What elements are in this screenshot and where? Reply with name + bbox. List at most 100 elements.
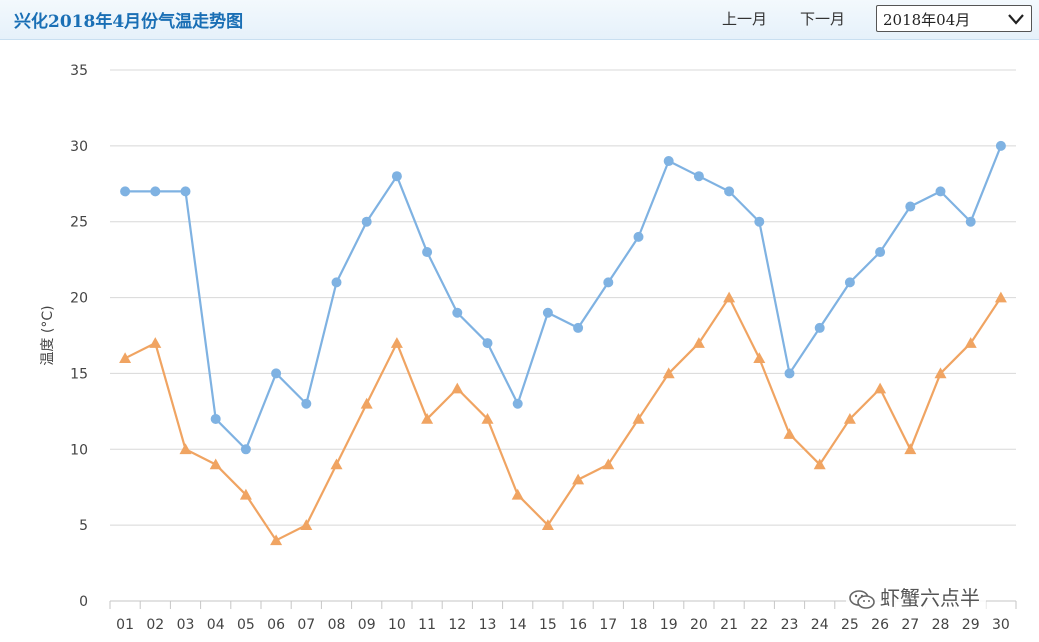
series-1-point <box>633 231 644 242</box>
series-line-1 <box>125 145 1002 451</box>
y-tick-label: 15 <box>70 366 88 382</box>
x-tick-label: 30 <box>992 617 1010 633</box>
y-tick-label: 5 <box>79 518 88 534</box>
y-tick-label: 10 <box>70 442 88 458</box>
x-tick-label: 12 <box>448 617 466 633</box>
series-1-point <box>844 277 855 288</box>
x-tick-label: 25 <box>841 617 859 633</box>
series-2-point <box>572 473 585 485</box>
series-2-point <box>783 428 796 439</box>
chevron-down-icon <box>1008 14 1024 25</box>
series-1-point <box>603 277 614 288</box>
series-1-point <box>271 368 282 379</box>
x-tick-label: 27 <box>901 617 919 633</box>
series-2-point <box>239 488 252 500</box>
series-2-point <box>149 337 162 348</box>
series-1-point <box>361 216 372 227</box>
series-1-point <box>754 216 765 227</box>
wechat-icon <box>849 589 875 609</box>
series-2-point <box>753 352 766 364</box>
x-tick-label: 16 <box>569 617 587 633</box>
watermark: 虾蟹六点半 <box>846 584 986 612</box>
series-2-point <box>421 412 434 424</box>
series-1-point <box>482 338 493 349</box>
series-1-point <box>542 307 553 318</box>
x-tick-label: 19 <box>660 617 678 633</box>
series-1-point <box>784 368 795 379</box>
x-tick-label: 14 <box>509 617 527 633</box>
x-tick-label: 15 <box>539 617 557 633</box>
series-1-point <box>573 322 584 333</box>
series-2-point <box>119 352 132 364</box>
watermark-text: 虾蟹六点半 <box>880 586 980 610</box>
series-1-point <box>210 413 221 424</box>
x-tick-label: 23 <box>781 617 799 633</box>
x-tick-label: 26 <box>871 617 889 633</box>
series-2-point <box>541 519 554 530</box>
series-1-point <box>512 398 523 409</box>
series-1-point <box>663 156 674 167</box>
series-1-point <box>814 322 825 333</box>
series-2-point <box>451 382 464 394</box>
next-month-button[interactable]: 下一月 <box>800 10 846 28</box>
prev-month-button[interactable]: 上一月 <box>722 10 768 28</box>
series-1-point <box>693 171 704 182</box>
series-2-point <box>602 458 615 470</box>
series-2-point <box>813 458 826 470</box>
series-2-point <box>934 367 947 379</box>
series-2-point <box>481 412 494 424</box>
x-tick-label: 11 <box>418 617 436 633</box>
x-tick-label: 02 <box>146 617 164 633</box>
series-2-point <box>390 337 403 348</box>
x-tick-label: 29 <box>962 617 980 633</box>
x-tick-label: 04 <box>207 617 225 633</box>
series-2-point <box>179 443 192 455</box>
x-tick-label: 20 <box>690 617 708 633</box>
series-2-point <box>360 397 373 409</box>
series-2-point <box>330 458 343 470</box>
y-tick-label: 20 <box>70 291 88 307</box>
series-2-point <box>964 337 977 348</box>
y-tick-label: 0 <box>79 594 88 610</box>
x-tick-label: 24 <box>811 617 829 633</box>
series-1-point <box>452 307 463 318</box>
x-tick-label: 07 <box>297 617 315 633</box>
x-tick-label: 13 <box>479 617 497 633</box>
series-1-point <box>391 171 402 182</box>
series-1-point <box>935 186 946 197</box>
series-2-point <box>874 382 887 394</box>
series-2-point <box>904 443 917 455</box>
series-1-point <box>905 201 916 212</box>
y-tick-label: 35 <box>70 63 88 79</box>
series-2-point <box>209 458 222 470</box>
x-tick-label: 01 <box>116 617 134 633</box>
x-tick-label: 21 <box>720 617 738 633</box>
series-2-point <box>723 291 736 303</box>
x-tick-label: 09 <box>358 617 376 633</box>
x-tick-label: 03 <box>177 617 195 633</box>
x-tick-label: 17 <box>599 617 617 633</box>
month-select[interactable]: 2018年04月 <box>876 5 1032 32</box>
month-select-value: 2018年04月 <box>883 11 971 29</box>
series-line-2 <box>124 296 1002 542</box>
series-2-point <box>511 488 524 500</box>
series-1-point <box>422 247 433 258</box>
x-tick-label: 06 <box>267 617 285 633</box>
series-1-point <box>120 186 131 197</box>
series-1-point <box>301 398 312 409</box>
y-tick-label: 30 <box>70 139 88 155</box>
series-1-point <box>240 444 251 455</box>
chart-header: 兴化2018年4月份气温走势图 上一月 下一月 2018年04月 <box>0 0 1039 40</box>
x-tick-label: 22 <box>750 617 768 633</box>
y-axis-label: 温度 (°C) <box>40 305 56 365</box>
series-2-point <box>843 412 856 424</box>
series-2-point <box>692 337 705 348</box>
series-1-point <box>875 247 886 258</box>
series-2-point <box>270 534 283 546</box>
x-tick-label: 18 <box>630 617 648 633</box>
series-1-point <box>331 277 342 288</box>
x-tick-label: 08 <box>328 617 346 633</box>
page-title: 兴化2018年4月份气温走势图 <box>14 12 244 32</box>
series-1-point <box>995 140 1006 151</box>
x-tick-label: 10 <box>388 617 406 633</box>
